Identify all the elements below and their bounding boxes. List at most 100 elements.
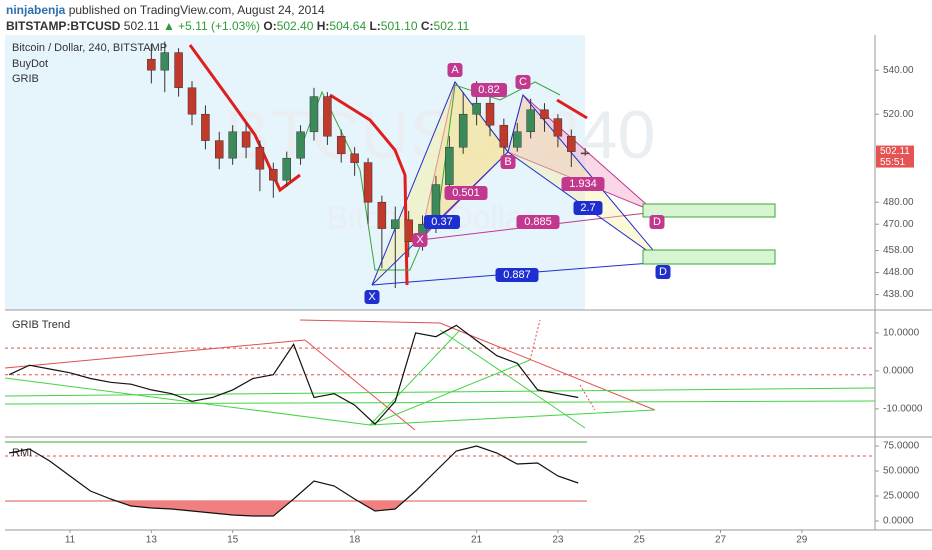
trendline — [4, 339, 306, 369]
trendline — [369, 329, 461, 426]
candle-body — [323, 96, 332, 137]
candle-body — [174, 52, 183, 89]
buydot-line — [329, 93, 409, 286]
chart-title: Bitcoin / Dollar, 240, BITSTAMP — [12, 42, 167, 54]
candle-body — [201, 113, 210, 141]
y-tick-label: 458.00 — [883, 245, 914, 256]
trendline — [304, 339, 416, 431]
trendline — [4, 400, 876, 405]
grib-trendlines — [4, 319, 876, 431]
annotation-box — [573, 201, 603, 215]
candle-body — [147, 58, 156, 71]
x-tick-label: 21 — [471, 535, 483, 546]
annotation: D — [653, 216, 661, 228]
annotation-box — [655, 265, 671, 279]
annotation: A — [451, 64, 459, 76]
y-tick-label: -10.0000 — [883, 404, 923, 415]
annotation-box — [649, 215, 665, 229]
candle-body — [567, 135, 576, 152]
countdown: 55:51 — [880, 157, 905, 168]
candle-body — [160, 52, 170, 71]
symbol: BITSTAMP:BTCUSD — [6, 19, 121, 33]
y-tick-label: 0.0000 — [883, 516, 914, 527]
annotation: 0.501 — [452, 187, 480, 199]
x-tick-label: 11 — [65, 535, 76, 546]
candle-body — [228, 131, 237, 159]
trendline — [529, 319, 541, 361]
candle-body — [445, 146, 454, 185]
c-label: C: — [420, 19, 434, 33]
annotation-box — [412, 233, 428, 247]
study-label: BuyDot — [12, 58, 48, 70]
x-tick-label: 23 — [552, 535, 564, 546]
change: +5.11 (+1.03%) — [178, 19, 261, 33]
trendline — [369, 359, 531, 426]
annotation: B — [504, 156, 511, 168]
annotation: 1.934 — [569, 178, 597, 190]
trendline — [4, 387, 876, 397]
candle-body — [214, 140, 224, 159]
annotation: 2.7 — [580, 202, 595, 214]
y-tick-label: 25.0000 — [883, 491, 920, 502]
price: 502.11 — [123, 19, 160, 33]
candle-body — [350, 153, 359, 163]
annotation-box — [424, 215, 460, 229]
candle-body — [377, 201, 387, 229]
candle-body — [485, 102, 495, 126]
oversold-area — [9, 501, 579, 516]
annotation: D — [659, 266, 667, 278]
annotation-box — [447, 63, 463, 77]
h-label: H: — [316, 19, 330, 33]
y-tick-label: 10.0000 — [883, 328, 920, 339]
author[interactable]: ninjabenja — [6, 3, 66, 17]
candle-body — [499, 124, 509, 148]
l-label: L: — [369, 19, 381, 33]
o-label: O: — [263, 19, 277, 33]
trendline — [4, 377, 371, 426]
annotation: X — [368, 291, 376, 303]
candle-body — [309, 96, 319, 133]
candle-body — [282, 157, 291, 181]
target-zone — [642, 203, 776, 218]
annotation: X — [416, 234, 424, 246]
last-price-label: 502.11 — [880, 146, 910, 157]
arrow: ▲ — [162, 19, 175, 33]
target-zone — [642, 249, 776, 265]
indicator-line — [8, 324, 579, 425]
candle-body — [540, 109, 549, 119]
low: 501.10 — [380, 19, 418, 33]
candle-body — [458, 113, 468, 148]
y-tick-label: 480.00 — [883, 197, 914, 208]
last-price-box — [876, 145, 914, 168]
candle-body — [363, 162, 373, 203]
published: published on TradingView.com, August 24,… — [68, 3, 325, 17]
indicator-line — [8, 445, 579, 517]
annotation-box — [471, 83, 507, 97]
y-tick-label: 448.00 — [883, 267, 914, 278]
annotation: 0.887 — [503, 269, 531, 281]
y-tick-label: 540.00 — [883, 65, 914, 76]
y-tick-label: 470.00 — [883, 219, 914, 230]
publish-line: ninjabenja published on TradingView.com,… — [6, 2, 469, 18]
candle-body — [404, 219, 413, 243]
candle-body — [472, 102, 481, 115]
annotation-box — [495, 268, 539, 282]
header: ninjabenja published on TradingView.com,… — [6, 2, 469, 34]
candle-body — [336, 135, 346, 155]
x-tick-label: 29 — [796, 535, 808, 546]
x-tick-label: 27 — [715, 535, 727, 546]
y-tick-label: 50.0000 — [883, 466, 920, 477]
annotation-box — [561, 177, 605, 191]
annotation: C — [519, 76, 527, 88]
trendline — [439, 322, 656, 411]
candle-body — [269, 168, 278, 181]
x-tick-label: 18 — [349, 535, 361, 546]
annotation-box — [516, 215, 560, 229]
x-tick-label: 15 — [227, 535, 239, 546]
quote-line: BITSTAMP:BTCUSD 502.11 ▲ +5.11 (+1.03%) … — [6, 18, 469, 34]
candle-body — [187, 87, 197, 115]
open: 502.40 — [276, 19, 314, 33]
candle-body — [553, 118, 563, 137]
